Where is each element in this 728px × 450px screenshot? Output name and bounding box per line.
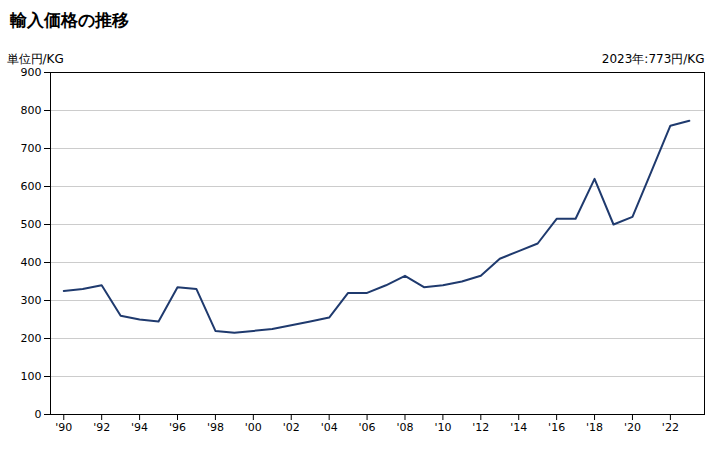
svg-text:'04: '04 — [321, 421, 338, 434]
svg-text:単位円/KG: 単位円/KG — [7, 52, 64, 66]
svg-text:'16: '16 — [548, 421, 565, 434]
svg-text:'14: '14 — [510, 421, 527, 434]
svg-text:'12: '12 — [472, 421, 489, 434]
svg-text:'10: '10 — [434, 421, 451, 434]
svg-text:'06: '06 — [359, 421, 376, 434]
svg-text:'00: '00 — [245, 421, 262, 434]
svg-text:700: 700 — [21, 142, 42, 155]
svg-text:'96: '96 — [169, 421, 186, 434]
svg-text:'22: '22 — [662, 421, 679, 434]
svg-text:'92: '92 — [93, 421, 110, 434]
svg-text:0: 0 — [35, 408, 42, 421]
svg-text:'94: '94 — [131, 421, 148, 434]
svg-text:100: 100 — [21, 370, 42, 383]
svg-text:900: 900 — [21, 66, 42, 79]
html-text:輸入価格の推移: 輸入価格の推移 — [10, 10, 129, 30]
svg-text:'02: '02 — [283, 421, 300, 434]
svg-text:2023年:773円/KG: 2023年:773円/KG — [602, 52, 705, 66]
svg-text:600: 600 — [21, 180, 42, 193]
svg-text:'20: '20 — [624, 421, 641, 434]
svg-text:500: 500 — [21, 218, 42, 231]
svg-text:300: 300 — [21, 294, 42, 307]
svg-text:'90: '90 — [55, 421, 72, 434]
svg-text:'08: '08 — [396, 421, 413, 434]
svg-text:200: 200 — [21, 332, 42, 345]
svg-text:800: 800 — [21, 104, 42, 117]
svg-text:'98: '98 — [207, 421, 224, 434]
svg-text:'18: '18 — [586, 421, 603, 434]
svg-text:400: 400 — [21, 256, 42, 269]
